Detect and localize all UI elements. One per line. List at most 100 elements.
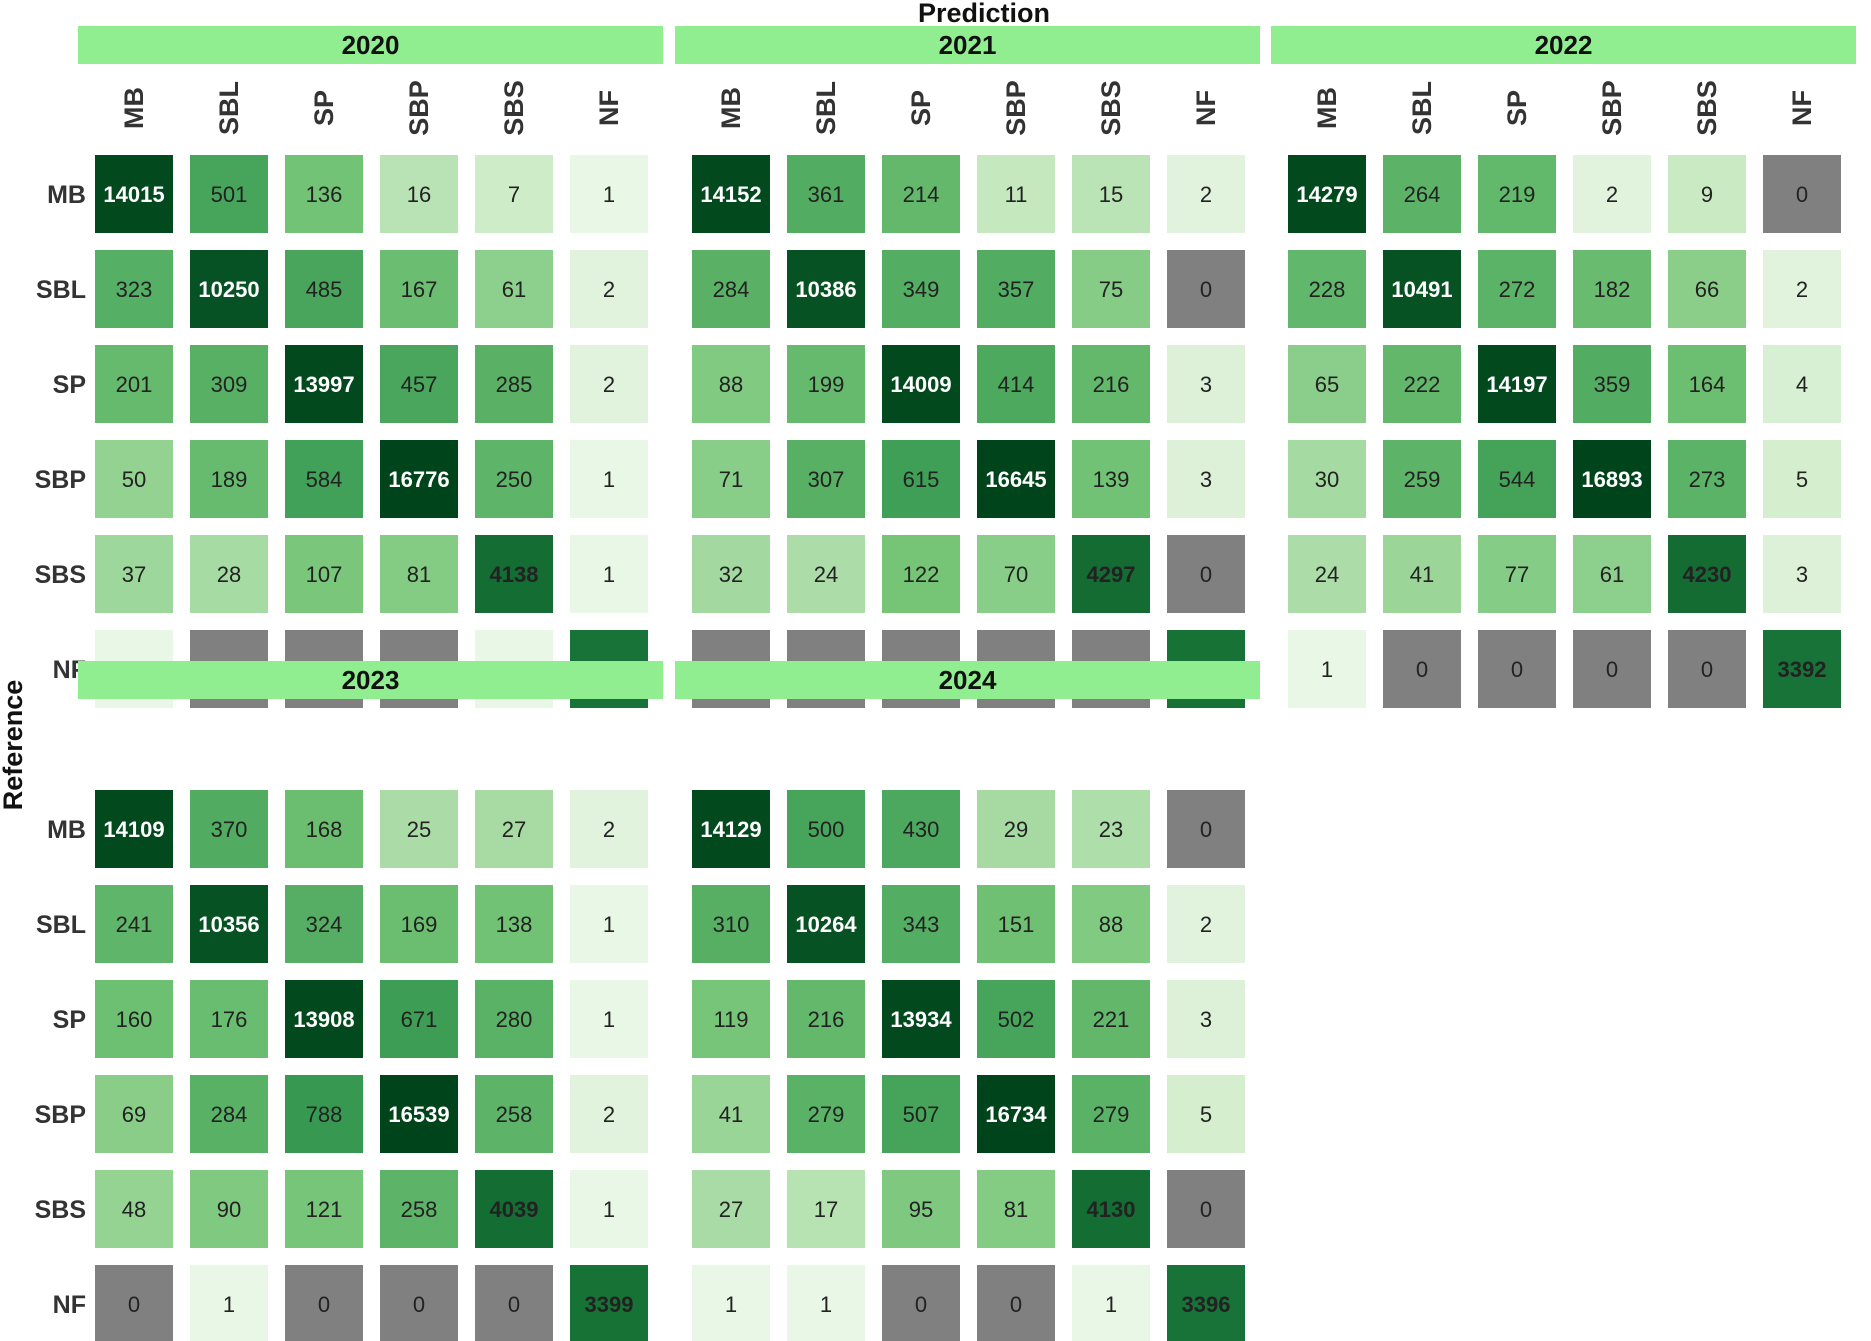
heatmap-cell (1072, 535, 1150, 613)
cell-value: 30 (1315, 467, 1339, 492)
cell-value: 3399 (585, 1292, 634, 1317)
cell-value: 61 (502, 277, 526, 302)
panel-strip (675, 661, 1260, 699)
heatmap-cell (1763, 440, 1841, 518)
cell-value: 139 (1093, 467, 1130, 492)
heatmap-cell (1072, 980, 1150, 1058)
cell-value: 66 (1695, 277, 1719, 302)
cell-value: 284 (211, 1102, 248, 1127)
cell-value: 16539 (388, 1102, 449, 1127)
heatmap-panel-2021: 2021 MB SBL SP SBP SBS NF 14152 361 214 11 15 2 284 10… (675, 26, 1260, 708)
cell-value: 201 (116, 372, 153, 397)
heatmap-cell (1167, 345, 1245, 423)
cell-value: 168 (306, 817, 343, 842)
cell-value: 41 (1410, 562, 1434, 587)
column-label: SBP (404, 80, 434, 136)
heatmap-cell (475, 980, 553, 1058)
cell-value: 2 (603, 817, 615, 842)
column-label: SBS (1692, 80, 1722, 136)
heatmap-cell (190, 790, 268, 868)
cell-value: 199 (808, 372, 845, 397)
heatmap-cell (1167, 1265, 1245, 1341)
row-label: SBL (36, 276, 86, 304)
heatmap-cell (1167, 535, 1245, 613)
cell-value: 357 (998, 277, 1035, 302)
row-label: SBP (35, 466, 86, 494)
cell-value: 10250 (198, 277, 259, 302)
heatmap-cell (380, 1170, 458, 1248)
cell-value: 10491 (1391, 277, 1452, 302)
cell-value: 370 (211, 817, 248, 842)
panel-year-label: 2023 (342, 665, 400, 695)
cell-value: 2 (603, 372, 615, 397)
cell-value: 310 (713, 912, 750, 937)
heatmap-cell (692, 440, 770, 518)
cell-value: 14015 (103, 182, 164, 207)
heatmap-cell (190, 345, 268, 423)
heatmap-cell (1167, 885, 1245, 963)
cell-value: 0 (1200, 277, 1212, 302)
cell-value: 37 (122, 562, 146, 587)
column-label: NF (594, 90, 624, 126)
cell-value: 16 (407, 182, 431, 207)
heatmap-cell (475, 440, 553, 518)
cell-value: 279 (808, 1102, 845, 1127)
cell-value: 29 (1004, 817, 1028, 842)
cell-value: 241 (116, 912, 153, 937)
heatmap-cell (977, 1170, 1055, 1248)
cell-value: 279 (1093, 1102, 1130, 1127)
cell-value: 0 (1010, 1292, 1022, 1317)
heatmap-cell (285, 440, 363, 518)
heatmap-cell (1478, 440, 1556, 518)
cell-value: 13997 (293, 372, 354, 397)
heatmap-cell (285, 790, 363, 868)
cell-value: 16776 (388, 467, 449, 492)
cell-value: 343 (903, 912, 940, 937)
heatmap-cell (95, 155, 173, 233)
heatmap-cell (692, 345, 770, 423)
heatmap-cell (882, 980, 960, 1058)
heatmap-cell (475, 535, 553, 613)
cell-value: 14109 (103, 817, 164, 842)
heatmap-cell (1167, 790, 1245, 868)
heatmap-cell (977, 980, 1055, 1058)
cell-value: 167 (401, 277, 438, 302)
cell-value: 65 (1315, 372, 1339, 397)
cell-value: 32 (719, 562, 743, 587)
heatmap-cell (1573, 535, 1651, 613)
cell-value: 5 (1200, 1102, 1212, 1127)
heatmap-cell (1288, 535, 1366, 613)
cell-value: 0 (1511, 657, 1523, 682)
heatmap-cell (1167, 250, 1245, 328)
cell-value: 1 (223, 1292, 235, 1317)
cell-value: 13908 (293, 1007, 354, 1032)
cell-value: 16645 (985, 467, 1046, 492)
column-label: SP (1502, 90, 1532, 126)
cell-value: 15 (1099, 182, 1123, 207)
column-label: SP (906, 90, 936, 126)
heatmap-cell (380, 535, 458, 613)
row-label: NF (53, 1291, 86, 1319)
cell-value: 1 (603, 1007, 615, 1032)
column-label: NF (1787, 90, 1817, 126)
heatmap-cell (692, 980, 770, 1058)
heatmap-cell (475, 885, 553, 963)
heatmap-cell (570, 250, 648, 328)
heatmap-cell (570, 155, 648, 233)
cell-value: 1 (603, 182, 615, 207)
cell-value: 121 (306, 1197, 343, 1222)
cell-value: 95 (909, 1197, 933, 1222)
heatmap-cell (475, 155, 553, 233)
cell-value: 0 (1701, 657, 1713, 682)
cell-value: 2 (1200, 912, 1212, 937)
cell-value: 507 (903, 1102, 940, 1127)
cell-value: 14197 (1486, 372, 1547, 397)
heatmap-cell (1383, 440, 1461, 518)
cell-value: 349 (903, 277, 940, 302)
heatmap-cell (95, 1075, 173, 1153)
panel-strip (1271, 26, 1856, 64)
heatmap-cell (95, 440, 173, 518)
cell-value: 107 (306, 562, 343, 587)
heatmap-cell (977, 885, 1055, 963)
